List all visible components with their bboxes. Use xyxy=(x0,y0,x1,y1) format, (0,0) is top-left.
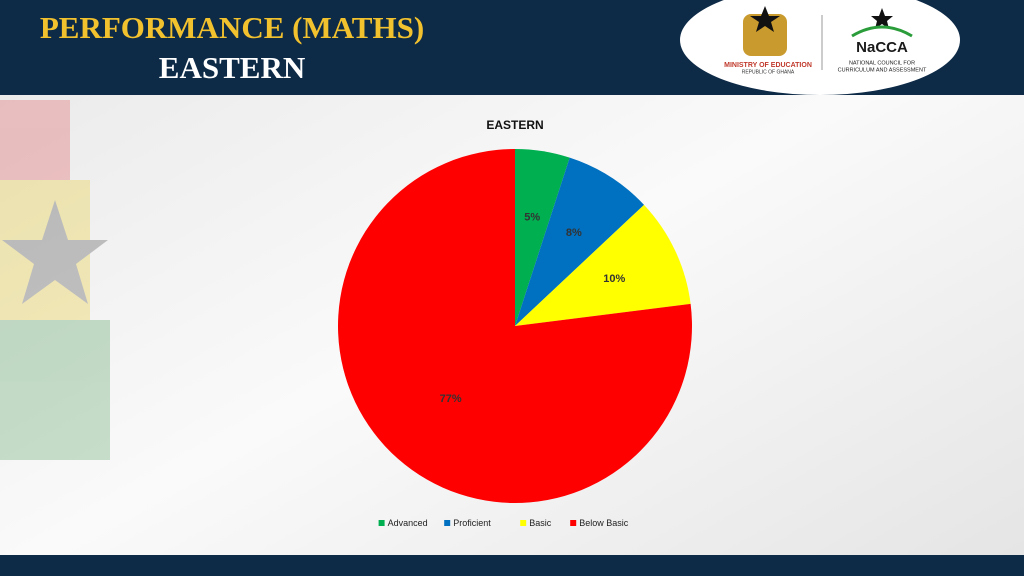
logo-text: MINISTRY OF EDUCATION xyxy=(724,62,812,69)
slide-title: PERFORMANCE (MATHS) xyxy=(40,10,424,45)
legend-swatch xyxy=(444,520,451,526)
legend-swatch xyxy=(378,520,385,526)
data-label: 10% xyxy=(603,273,625,285)
pie-slice xyxy=(515,204,691,326)
logo-text: REPUBLIC OF GHANA xyxy=(742,69,795,75)
coat-of-arms xyxy=(743,6,787,56)
data-label: 8% xyxy=(566,227,582,239)
data-label: 77% xyxy=(440,393,462,405)
nacca-star xyxy=(871,8,893,29)
logo-text: NATIONAL COUNCIL FOR xyxy=(849,60,915,66)
pie-slice xyxy=(515,157,645,326)
flag-decoration xyxy=(0,100,110,460)
legend-swatch xyxy=(570,520,577,526)
legend-swatch xyxy=(520,520,527,526)
footer-band xyxy=(0,555,1024,576)
data-label: 5% xyxy=(524,212,540,224)
slide-subtitle: EASTERN xyxy=(159,50,305,85)
legend-label: Basic xyxy=(529,518,552,528)
nacca-arc xyxy=(851,25,913,38)
legend-label: Proficient xyxy=(453,518,491,528)
logo-text: CURRICULUM AND ASSESSMENT xyxy=(838,67,927,73)
pie-slice xyxy=(338,149,692,503)
pie-slice xyxy=(515,149,570,326)
legend-label: Below Basic xyxy=(579,518,629,528)
legend-label: Advanced xyxy=(388,518,428,528)
logo-name: NaCCA xyxy=(856,39,908,56)
chart-title: EASTERN xyxy=(486,118,543,132)
